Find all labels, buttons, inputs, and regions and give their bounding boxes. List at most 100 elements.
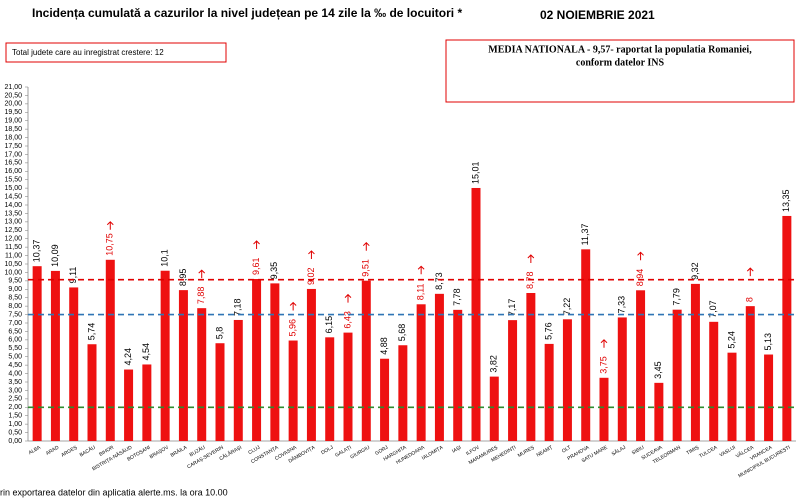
bar [745,306,755,441]
bar [32,266,42,441]
bar [288,340,298,441]
value-label: 7,22 [562,298,572,316]
y-tick-label: 6,00 [8,337,22,344]
y-tick-label: 7,50 [8,311,22,318]
bar [636,290,646,441]
bar [709,321,719,441]
value-label: 10,75 [105,233,115,256]
value-label: 5,74 [86,323,96,341]
y-tick-label: 5,50 [8,345,22,352]
y-tick-label: 11,50 [5,244,22,251]
national-text: conform datelor INS [576,57,665,68]
value-label: 7,18 [233,298,243,316]
value-label: 9,61 [251,257,261,275]
bar [398,345,408,441]
value-label: 5,76 [544,322,554,340]
y-tick-label: 3,00 [8,387,22,394]
value-label: 3,82 [489,355,499,373]
x-tick-label: OLT [561,445,572,455]
bar [142,364,152,441]
bar [160,270,170,441]
value-label: 8,11 [416,283,426,300]
bar [105,259,115,441]
x-tick-label: SIBIU [631,444,646,456]
bar [617,317,627,441]
bar [672,309,682,441]
increase-arrow [746,267,754,277]
bar [453,309,463,441]
bar [764,354,774,441]
x-tick-label: ARGEȘ [60,444,79,458]
value-label: 5,24 [726,331,736,349]
increase-arrow [289,301,297,311]
bar [306,288,316,441]
y-tick-label: 19,00 [4,118,22,125]
x-tick-label: IAȘI [451,445,462,455]
x-tick-label: NEAMȚ [536,445,554,459]
y-tick-label: 20,00 [4,101,22,108]
increase-arrow [527,254,535,263]
bar [343,332,353,441]
bar [434,293,444,441]
bar [50,270,60,441]
y-tick-label: 15,00 [4,185,22,192]
value-label: 3,45 [653,361,663,379]
note-text: Total judete care au inregistrat crester… [12,48,164,57]
bar [727,352,737,441]
y-tick-label: 20,50 [4,92,22,99]
bar [252,279,262,441]
value-label: 9,35 [269,262,279,280]
value-label: 10,1 [160,249,170,267]
y-tick-label: 4,50 [8,362,22,369]
bar [178,290,188,441]
y-tick-label: 21,00 [4,84,22,91]
value-label: 7,07 [708,300,718,318]
value-label: 5,96 [288,319,298,337]
bar [562,319,572,441]
value-label: 7,78 [452,288,462,306]
y-tick-label: 18,00 [4,134,22,141]
bar [782,215,792,441]
bar [361,280,371,441]
value-label: 7,88 [196,287,206,305]
value-label: 3,75 [598,356,608,374]
y-tick-label: 14,50 [4,193,22,200]
bar [87,344,97,441]
y-tick-label: 1,50 [8,413,22,420]
bar [215,343,225,441]
x-tick-label: BRĂILA [169,443,188,458]
y-tick-label: 19,50 [4,109,22,116]
y-tick-label: 17,50 [4,143,22,150]
value-label: 9,11 [68,267,78,284]
bar [69,287,79,441]
x-tick-label: GIURGIU [349,444,371,460]
value-label: 11,37 [580,223,590,245]
bar [581,249,591,441]
y-tick-label: 13,50 [4,210,22,217]
value-label: 8 [745,297,755,302]
bar [197,308,207,441]
national-box [445,39,795,103]
increase-arrow [344,293,352,303]
value-label: 15,01 [470,161,480,184]
value-label: 5,8 [214,327,224,340]
increase-arrow [106,221,114,230]
footer: rin exportarea datelor din aplicatia ale… [0,487,228,497]
increase-arrow [600,339,608,348]
value-label: 9,51 [361,259,371,277]
x-tick-label: CLUJ [247,444,261,456]
y-tick-label: 3,50 [8,379,22,386]
increase-arrow [253,240,260,250]
value-label: 7,79 [672,288,682,306]
value-label: 8,73 [434,272,444,290]
increase-arrow [637,251,644,261]
x-tick-label: BACĂU [78,444,97,459]
y-tick-label: 1,00 [8,421,22,428]
value-label: 9,02 [306,267,316,285]
x-tick-label: BRAȘOV [149,444,171,460]
y-tick-label: 11,00 [5,252,22,259]
value-label: 4,88 [379,337,389,355]
x-tick-label: SĂLAJ [610,444,627,458]
y-tick-label: 0,00 [8,438,22,445]
